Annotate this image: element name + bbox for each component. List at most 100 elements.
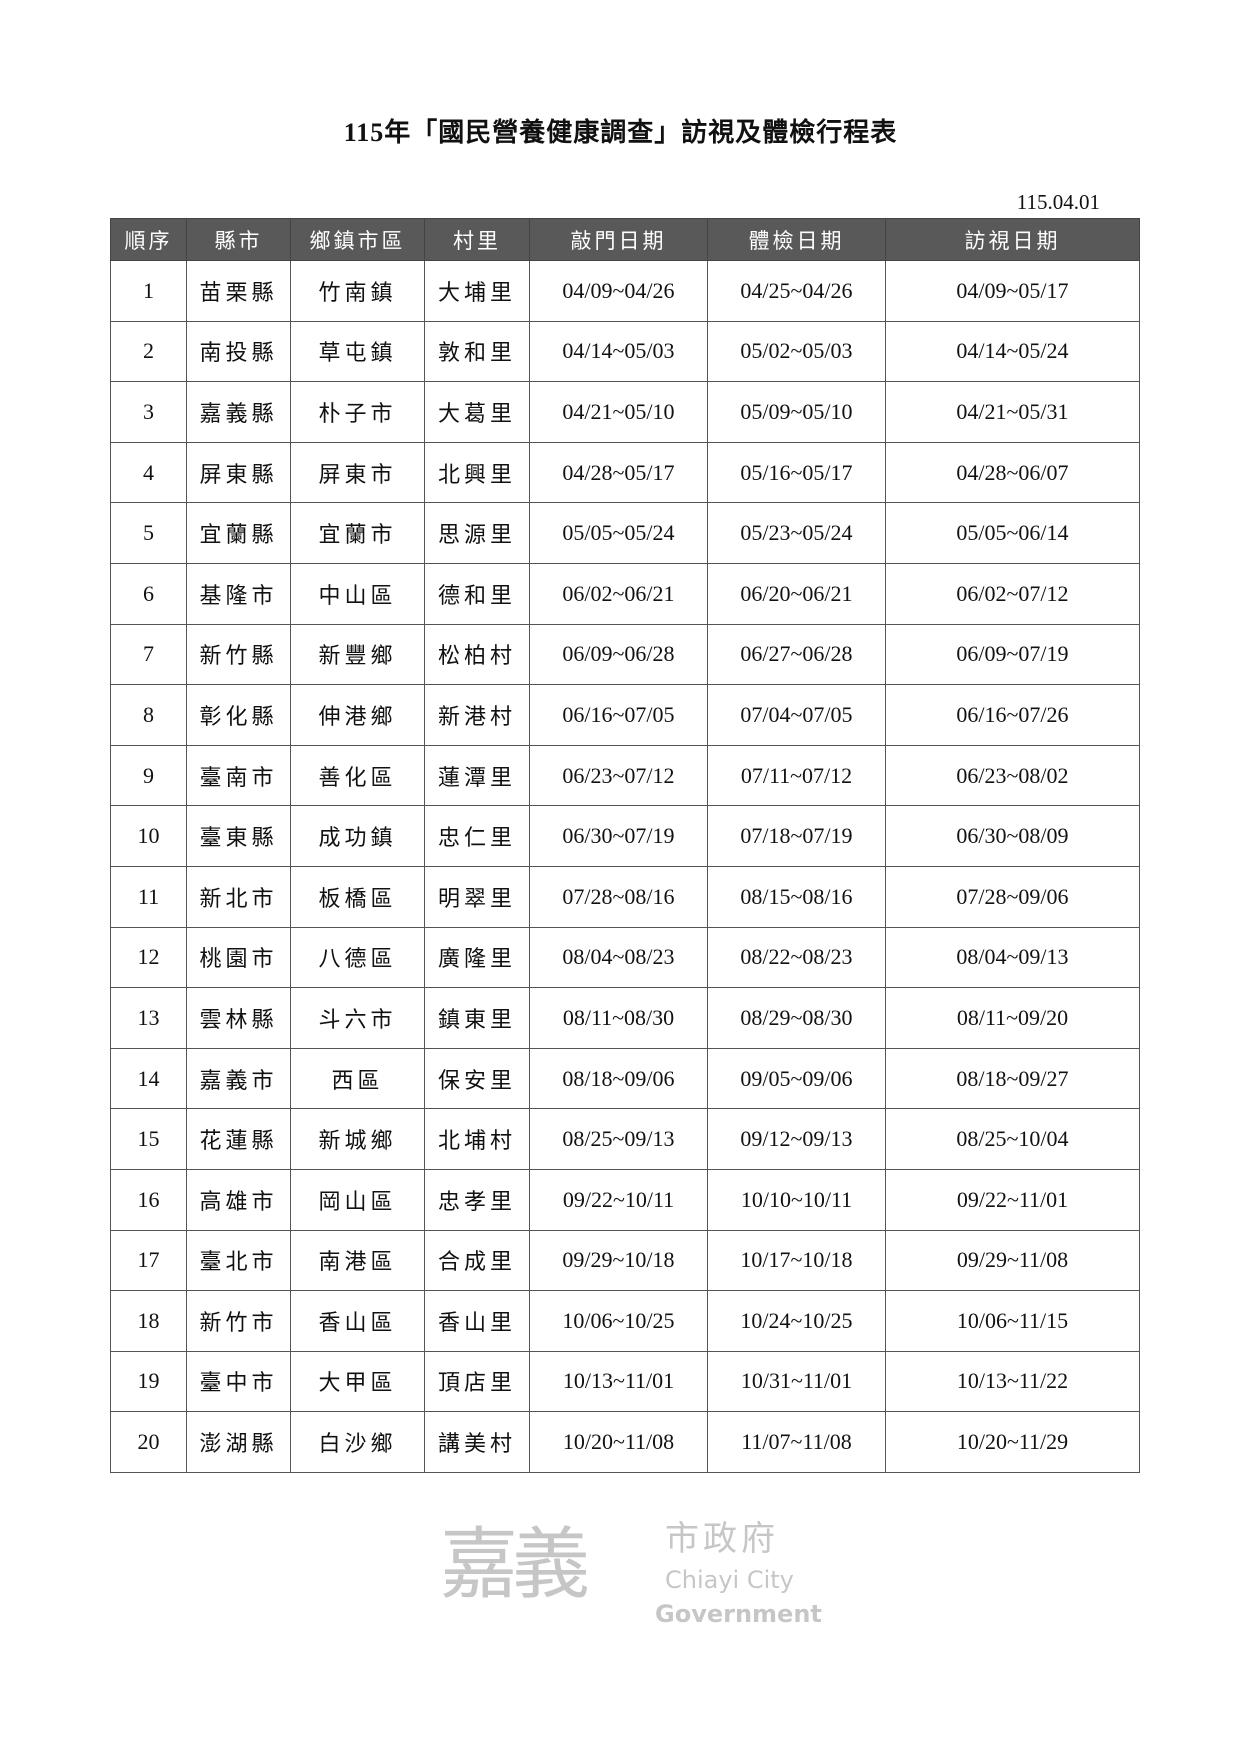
table-cell: 合成里 — [424, 1229, 530, 1292]
table-cell: 伸港鄉 — [290, 684, 425, 746]
table-cell: 花蓮縣 — [186, 1108, 291, 1170]
table-cell: 3 — [110, 381, 187, 443]
table-cell: 臺中市 — [186, 1350, 291, 1413]
column-header: 村里 — [424, 218, 530, 261]
table-cell: 09/12~09/13 — [707, 1108, 886, 1170]
table-cell: 11 — [110, 865, 187, 928]
table-cell: 基隆市 — [186, 562, 291, 625]
table-cell: 15 — [110, 1108, 187, 1170]
table-cell: 16 — [110, 1168, 187, 1231]
table-cell: 桃園市 — [186, 926, 291, 989]
table-cell: 13 — [110, 987, 187, 1049]
table-cell: 臺北市 — [186, 1229, 291, 1292]
table-cell: 敦和里 — [424, 320, 530, 383]
table-cell: 05/02~05/03 — [707, 320, 886, 383]
table-row: 2 南投縣 草屯鎮 敦和里 04/14~05/03 05/02~05/03 04/14~05… — [110, 320, 1140, 383]
table-cell: 04/28~06/07 — [885, 441, 1140, 504]
table-cell: 09/22~10/11 — [529, 1168, 708, 1231]
table-cell: 06/02~07/12 — [885, 562, 1140, 625]
table-cell: 09/29~10/18 — [529, 1229, 708, 1292]
table-row: 1 苗栗縣 竹南鎮 大埔里 04/09~04/26 04/25~04/26 04/09~05… — [110, 260, 1140, 322]
table-cell: 5 — [110, 502, 187, 564]
table-cell: 06/09~07/19 — [885, 623, 1140, 686]
table-cell: 07/18~07/19 — [707, 805, 886, 867]
table-cell: 04/25~04/26 — [707, 260, 886, 322]
table-row: 6 基隆市 中山區 德和里 06/02~06/21 06/20~06/21 06/02~07… — [110, 562, 1140, 625]
table-row: 7 新竹縣 新豐鄉 松柏村 06/09~06/28 06/27~06/28 06/09~07… — [110, 623, 1140, 686]
table-cell: 草屯鎮 — [290, 320, 425, 383]
table-row: 15 花蓮縣 新城鄉 北埔村 08/25~09/13 09/12~09/13 08/25~1… — [110, 1108, 1140, 1170]
table-cell: 10/24~10/25 — [707, 1290, 886, 1352]
table-cell: 苗栗縣 — [186, 260, 291, 322]
table-cell: 竹南鎮 — [290, 260, 425, 322]
table-cell: 11/07~11/08 — [707, 1411, 886, 1473]
table-cell: 9 — [110, 744, 187, 807]
table-cell: 雲林縣 — [186, 987, 291, 1049]
table-cell: 新港村 — [424, 684, 530, 746]
table-cell: 08/18~09/06 — [529, 1047, 708, 1110]
table-cell: 大埔里 — [424, 260, 530, 322]
column-header: 縣市 — [186, 218, 291, 261]
table-cell: 南投縣 — [186, 320, 291, 383]
table-cell: 屏東市 — [290, 441, 425, 504]
table-cell: 10/06~10/25 — [529, 1290, 708, 1352]
table-row: 13 雲林縣 斗六市 鎮東里 08/11~08/30 08/29~08/30 08/11~0… — [110, 987, 1140, 1049]
table-cell: 09/05~09/06 — [707, 1047, 886, 1110]
column-header: 敲門日期 — [529, 218, 708, 261]
table-cell: 大甲區 — [290, 1350, 425, 1413]
table-cell: 宜蘭市 — [290, 502, 425, 564]
table-row: 18 新竹市 香山區 香山里 10/06~10/25 10/24~10/25 10/06~1… — [110, 1290, 1140, 1352]
column-header: 訪視日期 — [885, 218, 1140, 261]
table-row: 12 桃園市 八德區 廣隆里 08/04~08/23 08/22~08/23 08/04~0… — [110, 926, 1140, 989]
table-cell: 八德區 — [290, 926, 425, 989]
document-date: 115.04.01 — [1016, 190, 1100, 214]
table-cell: 1 — [110, 260, 187, 322]
table-cell: 08/18~09/27 — [885, 1047, 1140, 1110]
table-row: 16 高雄市 岡山區 忠孝里 09/22~10/11 10/10~10/11 09/22~1… — [110, 1168, 1140, 1231]
table-cell: 06/16~07/26 — [885, 684, 1140, 746]
table-cell: 北興里 — [424, 441, 530, 504]
table-cell: 07/11~07/12 — [707, 744, 886, 807]
table-cell: 澎湖縣 — [186, 1411, 291, 1473]
table-cell: 蓮潭里 — [424, 744, 530, 807]
table-cell: 明翠里 — [424, 865, 530, 928]
table-cell: 嘉義市 — [186, 1047, 291, 1110]
table-cell: 北埔村 — [424, 1108, 530, 1170]
table-cell: 新北市 — [186, 865, 291, 928]
table-cell: 06/27~06/28 — [707, 623, 886, 686]
table-row: 5 宜蘭縣 宜蘭市 思源里 05/05~05/24 05/23~05/24 05/05~06… — [110, 502, 1140, 564]
table-cell: 04/09~05/17 — [885, 260, 1140, 322]
schedule-table: 順序 縣市 鄉鎮市區 村里 敲門日期 體檢日期 訪視日期 1 苗栗縣 竹南鎮 大埔里 04/09~0… — [110, 218, 1140, 1473]
table-cell: 06/16~07/05 — [529, 684, 708, 746]
watermark-logo-text: 嘉義 — [440, 1520, 590, 1610]
table-cell: 10/20~11/29 — [885, 1411, 1140, 1473]
table-row: 4 屏東縣 屏東市 北興里 04/28~05/17 05/16~05/17 04/28~06… — [110, 441, 1140, 504]
table-cell: 講美村 — [424, 1411, 530, 1473]
table-cell: 頂店里 — [424, 1350, 530, 1413]
table-cell: 06/02~06/21 — [529, 562, 708, 625]
table-cell: 香山區 — [290, 1290, 425, 1352]
table-cell: 2 — [110, 320, 187, 383]
table-cell: 08/11~09/20 — [885, 987, 1140, 1049]
table-cell: 05/05~05/24 — [529, 502, 708, 564]
table-cell: 09/29~11/08 — [885, 1229, 1140, 1292]
table-cell: 屏東縣 — [186, 441, 291, 504]
table-cell: 07/04~07/05 — [707, 684, 886, 746]
table-cell: 香山里 — [424, 1290, 530, 1352]
table-cell: 08/04~08/23 — [529, 926, 708, 989]
table-row: 10 臺東縣 成功鎮 忠仁里 06/30~07/19 07/18~07/19 06/30~0… — [110, 805, 1140, 867]
table-cell: 松柏村 — [424, 623, 530, 686]
table-cell: 朴子市 — [290, 381, 425, 443]
column-header: 體檢日期 — [707, 218, 886, 261]
table-cell: 忠仁里 — [424, 805, 530, 867]
table-row: 20 澎湖縣 白沙鄉 講美村 10/20~11/08 11/07~11/08 10/20~1… — [110, 1411, 1140, 1473]
table-cell: 新竹市 — [186, 1290, 291, 1352]
table-cell: 06/23~08/02 — [885, 744, 1140, 807]
table-cell: 04/21~05/10 — [529, 381, 708, 443]
table-row: 11 新北市 板橋區 明翠里 07/28~08/16 08/15~08/16 07/28~0… — [110, 865, 1140, 928]
page-title: 115年「國民營養健康調查」訪視及體檢行程表 — [343, 118, 898, 147]
table-cell: 04/21~05/31 — [885, 381, 1140, 443]
chiayi-city-government-watermark: 嘉義 市政府 Chiayi City Government — [440, 1520, 860, 1640]
table-cell: 04/14~05/03 — [529, 320, 708, 383]
table-cell: 彰化縣 — [186, 684, 291, 746]
